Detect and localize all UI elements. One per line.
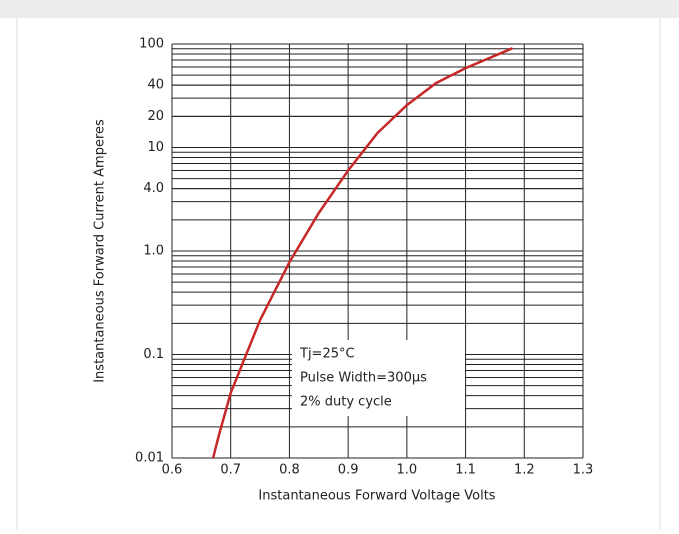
x-tick-label: 1.2 bbox=[514, 463, 535, 478]
y-tick-label: 0.01 bbox=[135, 451, 164, 466]
y-tick-label: 1.0 bbox=[143, 244, 164, 259]
x-tick-label: 0.7 bbox=[220, 463, 241, 478]
annotation: Tj=25°C bbox=[299, 347, 355, 362]
line bbox=[211, 47, 514, 459]
x-tick-label: 0.8 bbox=[279, 463, 300, 478]
annotation-box bbox=[292, 340, 465, 416]
x-tick-label: 1.0 bbox=[397, 463, 418, 478]
y-tick-label: 100 bbox=[139, 37, 164, 52]
x-tick-label: 1.3 bbox=[573, 463, 594, 478]
y-tick-label: 10 bbox=[147, 140, 164, 155]
y-tick-label: 20 bbox=[147, 109, 164, 124]
y-tick-label: 40 bbox=[147, 78, 164, 93]
x-axis-label: Instantaneous Forward Voltage Volts bbox=[258, 489, 495, 504]
x-tick-label: 0.9 bbox=[338, 463, 359, 478]
annotation: Pulse Width=300μs bbox=[300, 371, 427, 386]
annotation: 2% duty cycle bbox=[300, 395, 392, 410]
y-axis-label: Instantaneous Forward Current Amperes bbox=[93, 119, 108, 383]
x-tick-label: 0.6 bbox=[162, 463, 183, 478]
x-tick-label: 1.1 bbox=[455, 463, 476, 478]
top-bar bbox=[0, 0, 679, 18]
y-tick-label: 4.0 bbox=[143, 181, 164, 196]
y-tick-label: 0.1 bbox=[143, 347, 164, 362]
